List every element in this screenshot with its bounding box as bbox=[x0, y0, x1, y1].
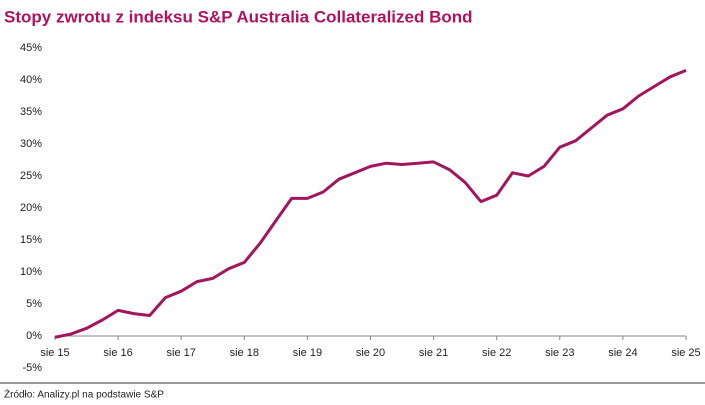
source: Źródło: Analizy.pl na podstawie S&P bbox=[4, 388, 164, 401]
x-tick-label: sie 18 bbox=[230, 347, 259, 359]
y-tick-label: 25% bbox=[20, 170, 42, 182]
x-tick-label: sie 22 bbox=[482, 347, 511, 359]
y-tick-label: 0% bbox=[26, 330, 42, 342]
x-tick-label: sie 24 bbox=[608, 347, 637, 359]
x-tick-label: sie 20 bbox=[356, 347, 385, 359]
y-tick-label: 35% bbox=[20, 106, 42, 118]
y-tick-label: 30% bbox=[20, 138, 42, 150]
x-tick-label: sie 25 bbox=[671, 347, 700, 359]
data-line bbox=[54, 69, 687, 339]
x-tick-label: sie 15 bbox=[40, 347, 69, 359]
x-tick-label: sie 21 bbox=[419, 347, 448, 359]
chart-title: Stopy zwrotu z indeksu S&P Australia Col… bbox=[4, 7, 473, 26]
x-tick-label: sie 23 bbox=[545, 347, 574, 359]
y-tick-label: -5% bbox=[22, 362, 42, 374]
y-tick-label: 45% bbox=[20, 42, 42, 54]
x-tick-label: sie 17 bbox=[167, 347, 196, 359]
y-tick-label: 10% bbox=[20, 266, 42, 278]
x-tick-label: sie 19 bbox=[293, 347, 322, 359]
y-tick-label: 40% bbox=[20, 74, 42, 86]
y-tick-label: 5% bbox=[26, 298, 42, 310]
y-tick-label: 15% bbox=[20, 234, 42, 246]
y-tick-label: 20% bbox=[20, 202, 42, 214]
x-tick-label: sie 16 bbox=[103, 347, 132, 359]
